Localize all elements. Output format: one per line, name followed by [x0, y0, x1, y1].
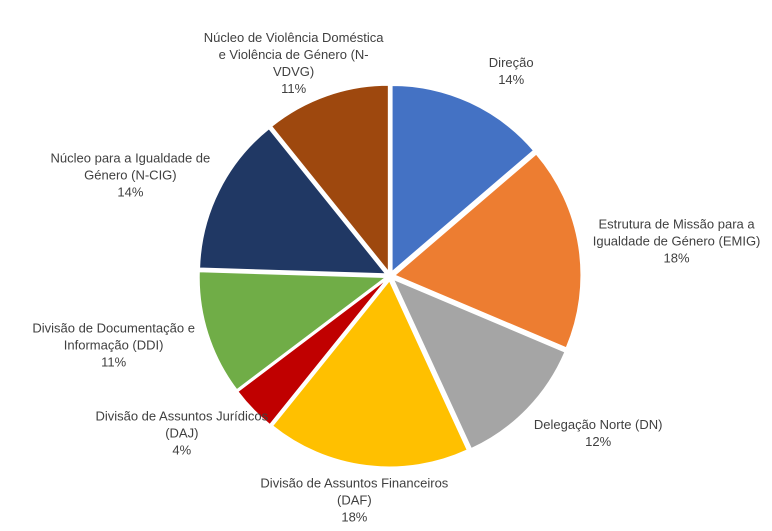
pie-slice [394, 153, 582, 349]
slice-label: Estrutura de Missão para a Igualdade de … [582, 216, 772, 267]
pie-slice [199, 128, 387, 275]
pie-slice [272, 280, 468, 468]
slice-label: Direção 14% [416, 54, 606, 88]
category-name: Estrutura de Missão para a Igualdade de … [592, 216, 761, 249]
value-label: 11% [281, 80, 307, 96]
value-label: 18% [663, 250, 690, 266]
slice-label: Núcleo para a Igualdade de Género (N-CIG… [35, 150, 225, 201]
category-name: Divisão de Documentação e Informação (DD… [32, 320, 195, 352]
value-label: 4% [172, 442, 192, 458]
category-name: Núcleo de Violência Doméstica e Violênci… [203, 29, 384, 79]
category-name: Núcleo para a Igualdade de Género (N-CIG… [50, 150, 211, 183]
category-name: Delegação Norte (DN) [533, 417, 663, 433]
slice-label: Delegação Norte (DN) 12% [503, 416, 693, 450]
pie-slice [392, 278, 566, 450]
pie-slice [237, 279, 387, 426]
value-label: 18% [341, 509, 368, 525]
value-label: 14% [117, 184, 144, 200]
value-label: 11% [101, 354, 127, 369]
category-name: Divisão de Assuntos Financeiros (DAF) [260, 475, 449, 508]
category-name: Divisão de Assuntos Jurídicos (DAJ) [95, 408, 269, 441]
value-label: 14% [498, 71, 525, 87]
pie-slice [391, 84, 535, 273]
value-label: 12% [585, 434, 612, 450]
slice-label: Divisão de Documentação e Informação (DD… [19, 319, 209, 370]
slice-label: Divisão de Assuntos Financeiros (DAF) 18% [259, 475, 449, 526]
pie-slice [198, 271, 387, 391]
category-name: Direção [488, 54, 534, 70]
pie-slice [271, 84, 389, 273]
slice-label: Núcleo de Violência Doméstica e Violênci… [199, 29, 389, 97]
slice-label: Divisão de Assuntos Jurídicos (DAJ) 4% [87, 408, 277, 459]
